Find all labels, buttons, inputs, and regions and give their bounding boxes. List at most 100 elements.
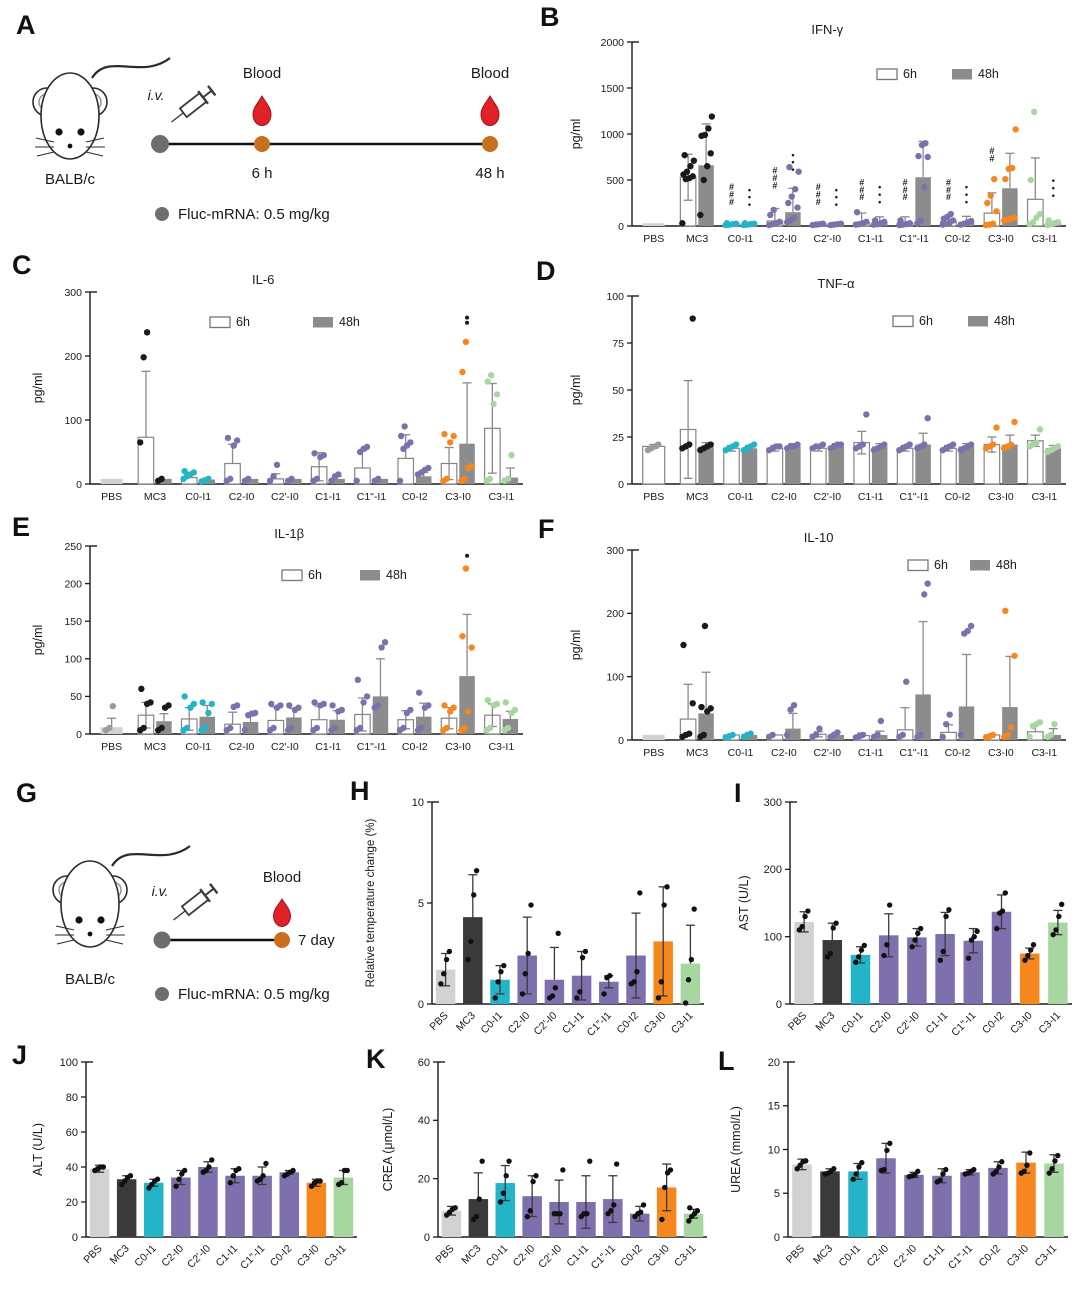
svg-text:1500: 1500 (601, 83, 625, 95)
legend-48h-label: 48h (994, 314, 1015, 328)
x-tick-label: PBS (101, 491, 122, 503)
x-tick-label: C2-I0 (229, 491, 255, 503)
x-tick-label: PBS (643, 491, 664, 503)
svg-text:•: • (791, 150, 794, 160)
svg-text:•: • (1052, 190, 1055, 200)
x-tick-label: C0-I1 (185, 491, 211, 503)
x-tick-label: MC3 (813, 1010, 837, 1034)
x-tick-label: C3-I0 (988, 233, 1014, 245)
svg-text:•: • (835, 185, 838, 195)
svg-text:60: 60 (66, 1127, 78, 1139)
panel-e-label: E (12, 512, 31, 542)
svg-text:100: 100 (606, 671, 624, 683)
x-tick-label: C2'-I0 (813, 491, 841, 503)
x-tick-label: C2'-I0 (185, 1243, 213, 1271)
y-axis-label: pg/ml (569, 119, 583, 150)
dose-legend-dot (155, 987, 169, 1001)
legend-6h-label: 6h (919, 314, 933, 328)
x-tick-label: C1-I1 (564, 1243, 591, 1270)
data-points (679, 580, 1058, 741)
svg-text:#: # (859, 192, 864, 202)
svg-text:300: 300 (64, 287, 82, 299)
chart-title: IFN-γ (811, 22, 843, 37)
x-tick-label: C1-I1 (920, 1243, 947, 1270)
iv-label: i.v. (148, 87, 165, 103)
sample-dot-6h (254, 136, 270, 152)
x-tick-label: C2-I0 (771, 491, 797, 503)
x-tick-label: C3-I0 (445, 741, 471, 753)
x-tick-label: C0-I1 (728, 233, 754, 245)
svg-text:40: 40 (66, 1162, 78, 1174)
axes: 0 20 40 60 CREA (μmol/L) PBS MC3 C0-I1 C2-I0C2'-… (381, 1057, 707, 1272)
x-tick-label: C0-I1 (484, 1243, 511, 1270)
mouse-tail (91, 57, 171, 79)
svg-text:•: • (965, 189, 968, 199)
bars (642, 165, 1062, 227)
svg-text:250: 250 (64, 541, 82, 553)
mouse-tail (111, 845, 191, 867)
x-tick-label: C3-I1 (322, 1243, 349, 1270)
timepoint-6h: 6 h (252, 165, 273, 182)
svg-text:2000: 2000 (601, 37, 625, 49)
axes: 0 20 40 60 80 100 ALT (U/L) PBS MC3 C0-I1 C2-I0 C2'… (31, 1057, 357, 1272)
timepoint-48h: 48 h (475, 165, 504, 182)
svg-text:#: # (772, 165, 777, 175)
svg-text:#: # (816, 189, 821, 199)
dose-legend-dot (155, 207, 169, 221)
strain-label: BALB/c (45, 171, 96, 188)
x-tick-label: MC3 (686, 747, 708, 759)
y-axis-label: pg/ml (569, 630, 583, 661)
legend: 6h 48h (892, 314, 1015, 328)
svg-text:300: 300 (606, 545, 624, 557)
legend: 6h 48h (281, 568, 407, 582)
panel-j-label: J (12, 1040, 28, 1070)
svg-text:#: # (946, 192, 951, 202)
x-tick-label: C1"-I1 (238, 1243, 267, 1272)
blood-drop-icon (480, 94, 500, 127)
svg-text:10: 10 (412, 797, 424, 809)
x-tick-label: MC3 (454, 1010, 478, 1034)
y-axis-label: pg/ml (31, 373, 45, 404)
timepoint-7day: 7 day (298, 932, 335, 949)
svg-text:•: • (965, 197, 968, 207)
dose-label: Fluc-mRNA: 0.5 mg/kg (178, 986, 330, 1003)
x-tick-label: C3-I1 (1036, 1010, 1063, 1037)
legend-6h-label: 6h (236, 315, 250, 329)
x-tick-label: C3-I1 (1031, 747, 1057, 759)
injection-dot (153, 931, 171, 949)
svg-text:•: • (965, 182, 968, 192)
blood-label: Blood (263, 869, 301, 886)
svg-text:#: # (772, 180, 777, 190)
svg-text:•: • (791, 165, 794, 175)
x-tick-label: C2-I0 (867, 1010, 894, 1037)
blood-drop-icon (252, 94, 272, 127)
legend: 6h 48h (209, 315, 360, 329)
x-tick-label: C1"-I1 (899, 491, 929, 503)
svg-text:200: 200 (764, 864, 782, 876)
x-tick-label: C1"-I1 (585, 1010, 614, 1039)
x-tick-label: C3-I0 (445, 491, 471, 503)
svg-text:100: 100 (64, 415, 82, 427)
svg-text:300: 300 (764, 797, 782, 809)
svg-text:0: 0 (776, 999, 782, 1011)
error-bars (683, 123, 1040, 223)
svg-text:#: # (903, 192, 908, 202)
x-tick-label: C3-I0 (642, 1010, 669, 1037)
svg-text:•: • (878, 182, 881, 192)
panel-i-label: I (734, 778, 742, 808)
urea-chart: 0 5 10 15 20 UREA (mmol/L) PBS MC3 C0-I1 C2-I0 C2'… (729, 1057, 1068, 1272)
y-axis-label: CREA (μmol/L) (381, 1108, 395, 1192)
svg-text:#: # (772, 173, 777, 183)
svg-text:#: # (946, 185, 951, 195)
svg-text:#: # (859, 177, 864, 187)
legend: 6h 48h (907, 558, 1017, 572)
x-tick-label: C0-I2 (402, 491, 428, 503)
chart-title: IL-6 (252, 272, 274, 287)
data-points (444, 1158, 701, 1224)
x-tick-label: PBS (786, 1010, 809, 1033)
x-tick-label: C1-I1 (858, 491, 884, 503)
y-axis-label: Relative temperature change (%) (365, 818, 377, 987)
svg-text:#: # (859, 185, 864, 195)
svg-text:0: 0 (72, 1232, 78, 1244)
blood-drop-icon (272, 898, 292, 928)
